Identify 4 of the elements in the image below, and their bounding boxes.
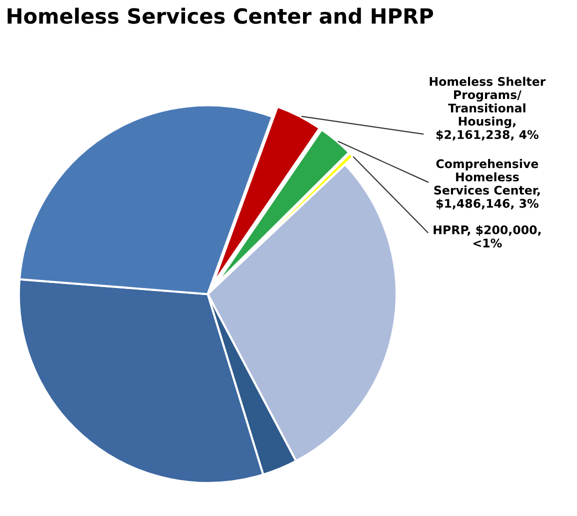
chart-title: Homeless Services Center and HPRP xyxy=(8,8,434,24)
slice-label: HPRP, $200,000, <1% xyxy=(434,225,541,248)
slice-label: Homeless Shelter Programs/ Transitional Housing, $2,161,238, 4% xyxy=(430,76,546,141)
slice-label: Comprehensive Homeless Services Center, $1,486,146, 3% xyxy=(434,159,540,210)
